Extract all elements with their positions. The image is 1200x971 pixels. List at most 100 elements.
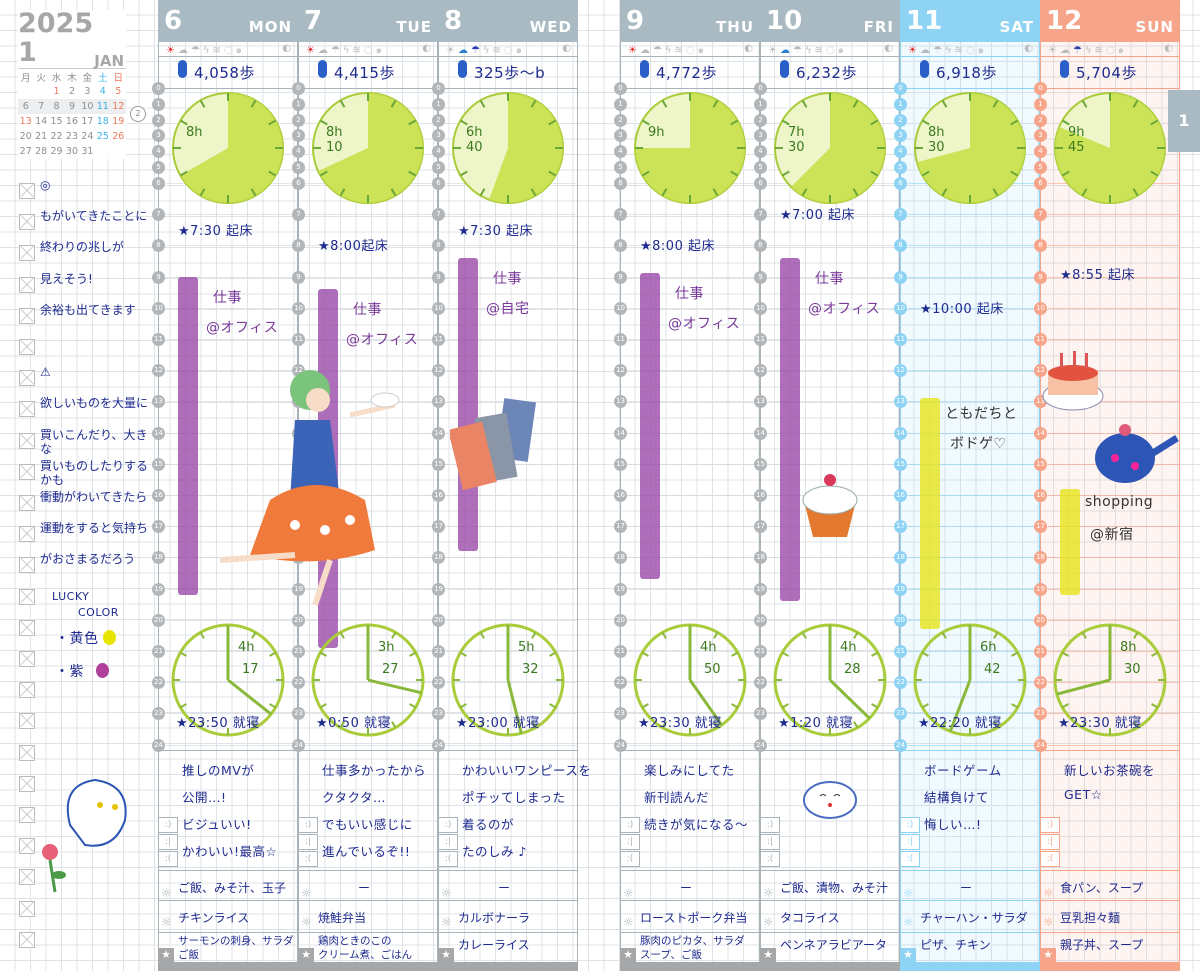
checkbox[interactable]	[19, 526, 35, 543]
typhoon-icon[interactable]: ๑	[1117, 45, 1128, 56]
wind-icon[interactable]: ≋	[814, 45, 826, 56]
wind-icon[interactable]: ≋	[1094, 45, 1106, 56]
sad-face-icon[interactable]: :(	[298, 851, 318, 867]
wind-icon[interactable]: ≋	[674, 45, 686, 56]
lightning-icon[interactable]: ϟ	[202, 45, 213, 56]
checkbox[interactable]	[19, 495, 35, 511]
snow-icon[interactable]: ◌	[363, 45, 376, 56]
cloud-icon[interactable]: ☁	[177, 45, 191, 56]
lightning-icon[interactable]: ϟ	[664, 45, 675, 56]
day-header[interactable]: 8 WED	[438, 0, 578, 42]
snow-icon[interactable]: ◌	[965, 45, 978, 56]
checkbox[interactable]	[19, 744, 35, 761]
happy-face-icon[interactable]: :)	[298, 817, 318, 833]
sad-face-icon[interactable]: :(	[760, 851, 780, 867]
checkbox[interactable]	[19, 682, 35, 699]
cloud-icon[interactable]: ☁	[639, 45, 653, 56]
checkbox[interactable]	[19, 713, 35, 730]
moon-icon[interactable]: ◐	[282, 43, 294, 54]
day-header[interactable]: 11 SAT	[900, 0, 1040, 42]
wind-icon[interactable]: ≋	[352, 45, 364, 56]
day-header[interactable]: 12 SUN	[1040, 0, 1180, 42]
checkbox[interactable]	[19, 432, 35, 449]
moon-icon[interactable]: ◐	[1164, 43, 1176, 54]
checkbox[interactable]	[19, 339, 35, 355]
star-icon[interactable]: ★	[438, 948, 454, 962]
checkbox[interactable]	[19, 214, 35, 231]
sad-face-icon[interactable]: :(	[1040, 851, 1060, 867]
typhoon-icon[interactable]: ๑	[515, 45, 526, 56]
sad-face-icon[interactable]: :(	[438, 851, 458, 867]
umbrella-icon[interactable]: ☂	[330, 45, 343, 56]
umbrella-icon[interactable]: ☂	[792, 45, 805, 56]
checkbox[interactable]	[19, 401, 35, 418]
month-index-tab[interactable]: 1	[1168, 90, 1200, 152]
checkbox[interactable]	[19, 463, 35, 480]
checkbox[interactable]	[19, 370, 35, 387]
checkbox[interactable]	[19, 900, 35, 917]
happy-face-icon[interactable]: :)	[438, 817, 458, 833]
lightning-icon[interactable]: ϟ	[482, 45, 493, 56]
cloud-icon[interactable]: ☁	[919, 45, 933, 56]
cloud-icon[interactable]: ☁	[779, 45, 793, 56]
sad-face-icon[interactable]: :(	[620, 851, 640, 867]
checkbox[interactable]	[19, 869, 35, 886]
day-header[interactable]: 10 FRI	[760, 0, 900, 42]
sun-icon[interactable]: ☀	[1048, 45, 1060, 56]
typhoon-icon[interactable]: ๑	[697, 45, 708, 56]
sun-icon[interactable]: ☀	[768, 45, 780, 56]
sad-face-icon[interactable]: :(	[900, 851, 920, 867]
wind-icon[interactable]: ≋	[212, 45, 224, 56]
moon-icon[interactable]: ◐	[422, 43, 434, 54]
lightning-icon[interactable]: ϟ	[804, 45, 815, 56]
snow-icon[interactable]: ◌	[223, 45, 236, 56]
sad-face-icon[interactable]: :(	[158, 851, 178, 867]
neutral-face-icon[interactable]: :|	[900, 834, 920, 850]
sun-icon[interactable]: ☀	[446, 45, 458, 56]
cloud-icon[interactable]: ☁	[457, 45, 471, 56]
checkbox[interactable]	[19, 931, 35, 948]
moon-icon[interactable]: ◐	[1024, 43, 1036, 54]
star-icon[interactable]: ★	[1040, 948, 1056, 962]
checkbox[interactable]	[19, 276, 35, 293]
sun-icon[interactable]: ☀	[628, 45, 640, 56]
happy-face-icon[interactable]: :)	[158, 817, 178, 833]
day-header[interactable]: 7 TUE	[298, 0, 438, 42]
checkbox[interactable]	[19, 183, 35, 199]
moon-icon[interactable]: ◐	[884, 43, 896, 54]
star-icon[interactable]: ★	[158, 948, 174, 962]
lightning-icon[interactable]: ϟ	[342, 45, 353, 56]
lightning-icon[interactable]: ϟ	[1084, 45, 1095, 56]
lightning-icon[interactable]: ϟ	[944, 45, 955, 56]
star-icon[interactable]: ★	[760, 948, 776, 962]
umbrella-icon[interactable]: ☂	[652, 45, 665, 56]
checkbox[interactable]	[19, 307, 35, 324]
checkbox[interactable]	[19, 588, 35, 605]
checkbox[interactable]	[19, 651, 35, 667]
snow-icon[interactable]: ◌	[825, 45, 838, 56]
checkbox[interactable]	[19, 619, 35, 636]
checkbox[interactable]	[19, 807, 35, 823]
moon-icon[interactable]: ◐	[744, 43, 756, 54]
checkbox[interactable]	[19, 557, 35, 574]
happy-face-icon[interactable]: :)	[760, 817, 780, 833]
typhoon-icon[interactable]: ๑	[977, 45, 988, 56]
checkbox[interactable]	[19, 775, 35, 792]
sun-icon[interactable]: ☀	[908, 45, 920, 56]
typhoon-icon[interactable]: ๑	[837, 45, 848, 56]
neutral-face-icon[interactable]: :|	[298, 834, 318, 850]
star-icon[interactable]: ★	[298, 948, 314, 962]
sun-icon[interactable]: ☀	[166, 45, 178, 56]
moon-icon[interactable]: ◐	[562, 43, 574, 54]
neutral-face-icon[interactable]: :|	[1040, 834, 1060, 850]
neutral-face-icon[interactable]: :|	[438, 834, 458, 850]
cloud-icon[interactable]: ☁	[1059, 45, 1073, 56]
sun-icon[interactable]: ☀	[306, 45, 318, 56]
neutral-face-icon[interactable]: :|	[620, 834, 640, 850]
star-icon[interactable]: ★	[620, 948, 636, 962]
day-header[interactable]: 6 MON	[158, 0, 298, 42]
star-icon[interactable]: ★	[900, 948, 916, 962]
umbrella-icon[interactable]: ☂	[932, 45, 945, 56]
happy-face-icon[interactable]: :)	[620, 817, 640, 833]
day-header[interactable]: 9 THU	[620, 0, 760, 42]
